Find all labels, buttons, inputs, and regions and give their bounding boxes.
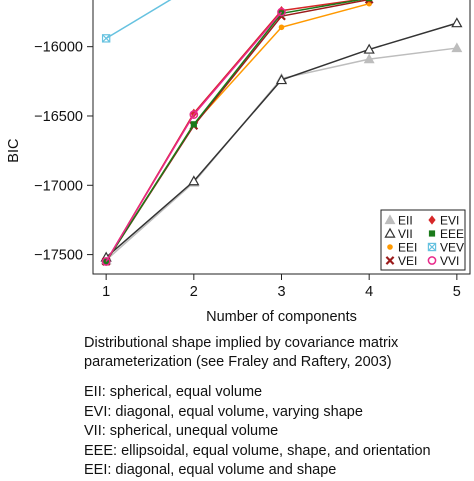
caption-line-1: Distributional shape implied by covarian… bbox=[84, 335, 399, 351]
data-layer bbox=[100, 0, 463, 267]
point-vvi bbox=[277, 7, 286, 17]
y-tick-label: −16000 bbox=[34, 40, 83, 56]
key-line: VII: spherical, unequal volume bbox=[84, 423, 279, 439]
y-tick-label: −16500 bbox=[34, 109, 83, 125]
point-eei bbox=[278, 24, 285, 31]
x-tick-label: 2 bbox=[190, 284, 198, 300]
key-line: EEI: diagonal, equal volume and shape bbox=[84, 462, 337, 478]
key-line: EEE: ellipsoidal, equal volume, shape, a… bbox=[84, 442, 431, 459]
legend-marker-eei bbox=[387, 244, 393, 250]
point-eee bbox=[366, 0, 373, 2]
point-eii bbox=[363, 53, 375, 64]
x-tick-label: 1 bbox=[102, 284, 110, 300]
legend-label-eei: EEI bbox=[398, 241, 417, 255]
point-vii bbox=[363, 43, 375, 54]
legend-marker-eee bbox=[428, 230, 436, 237]
key-line: EVI: diagonal, equal volume, varying sha… bbox=[84, 403, 363, 420]
legend-label-vev: VEV bbox=[440, 241, 464, 255]
point-vii bbox=[451, 17, 463, 28]
legend-marker-vev bbox=[427, 242, 437, 252]
legend-marker-vvi bbox=[427, 256, 437, 265]
legend-label-vei: VEI bbox=[398, 254, 417, 268]
x-tick-label: 3 bbox=[277, 284, 285, 300]
caption-line-2: parameterization (see Fraley and Raftery… bbox=[84, 354, 392, 370]
legend-label-evi: EVI bbox=[440, 214, 459, 228]
point-vvi bbox=[189, 110, 199, 119]
legend-label-eee: EEE bbox=[440, 227, 464, 241]
point-vii bbox=[275, 74, 288, 85]
caption: Distributional shape implied by covarian… bbox=[84, 334, 464, 372]
point-vii bbox=[188, 175, 200, 186]
legend-marker-vei bbox=[385, 256, 395, 265]
y-axis-label: BIC bbox=[6, 139, 22, 163]
legend-label-eii: EII bbox=[398, 214, 413, 228]
bic-chart: −16000 −16500 −17000 −17500 1 2 3 4 5 Number of c… bbox=[6, 0, 471, 325]
point-vvi bbox=[101, 257, 111, 266]
series-line-eee bbox=[105, 0, 363, 262]
y-tick-label: −17000 bbox=[34, 178, 83, 194]
plot-area: −16000 −16500 −17000 −17500 1 2 3 4 5 Number of c… bbox=[6, 0, 471, 325]
legend-label-vvi: VVI bbox=[440, 254, 459, 268]
x-axis-label: Number of components bbox=[206, 309, 357, 325]
x-tick-label: 5 bbox=[453, 284, 461, 300]
series-line-vvi bbox=[105, 11, 283, 262]
model-key: EII: spherical, equal volume EVI: diagon… bbox=[84, 383, 474, 481]
point-eee bbox=[190, 121, 197, 128]
x-tick-label: 4 bbox=[365, 284, 373, 300]
legend-marker-evi bbox=[428, 215, 436, 225]
legend-label-vii: VII bbox=[398, 227, 413, 241]
point-vei bbox=[364, 0, 374, 4]
point-eii bbox=[451, 42, 463, 53]
legend-marker-vii bbox=[384, 227, 396, 238]
legend-marker-eii bbox=[384, 214, 396, 225]
y-tick-label: −17500 bbox=[34, 248, 83, 264]
point-eee bbox=[278, 10, 285, 17]
series-line-vev bbox=[105, 0, 172, 39]
key-line: EII: spherical, equal volume bbox=[84, 384, 263, 400]
point-vev bbox=[101, 34, 111, 43]
legend: EII EVI VII EEE EEI VEV VEI VVI bbox=[380, 209, 466, 271]
legend-box bbox=[380, 209, 466, 271]
